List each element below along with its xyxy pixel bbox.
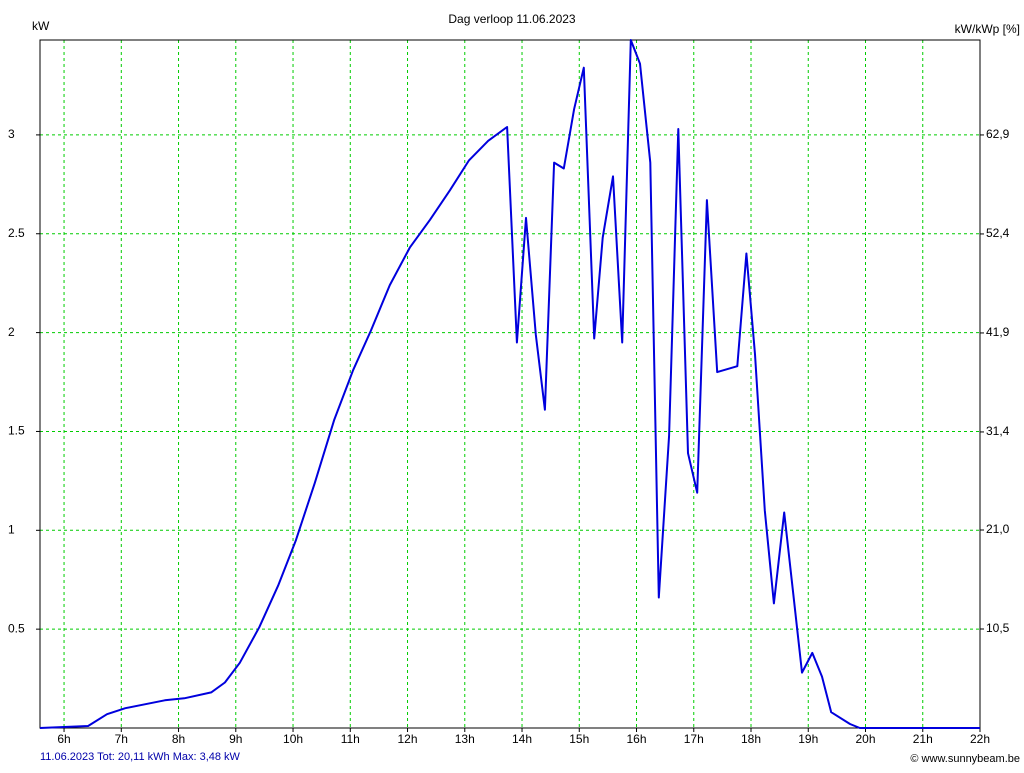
y2-tick-label: 52,4 — [986, 226, 1010, 240]
y-tick-label: 2 — [8, 325, 15, 339]
y2-tick-label: 10,5 — [986, 621, 1010, 635]
x-tick-label: 16h — [627, 732, 647, 746]
x-tick-label: 13h — [455, 732, 475, 746]
x-tick-label: 10h — [283, 732, 303, 746]
y-tick-label: 0.5 — [8, 621, 25, 635]
x-tick-label: 11h — [341, 732, 360, 746]
y2-tick-label: 62,9 — [986, 127, 1010, 141]
y2-axis-label: kW/kWp [%] — [955, 22, 1020, 36]
x-tick-label: 17h — [684, 732, 704, 746]
y-tick-label: 1 — [8, 522, 15, 536]
y-tick-label: 1.5 — [8, 424, 25, 438]
x-tick-label: 20h — [855, 732, 875, 746]
y2-tick-label: 21,0 — [986, 522, 1010, 536]
x-tick-label: 6h — [57, 732, 70, 746]
y2-tick-label: 41,9 — [986, 325, 1010, 339]
footer-right: © www.sunnybeam.be — [910, 753, 1020, 765]
x-tick-label: 9h — [229, 732, 242, 746]
plot-frame — [39, 39, 981, 729]
data-line — [39, 39, 980, 729]
y-tick-label: 3 — [8, 127, 15, 141]
y-tick-label: 2.5 — [8, 226, 25, 240]
x-tick-label: 21h — [913, 732, 933, 746]
x-tick-label: 19h — [798, 732, 818, 746]
x-tick-label: 14h — [512, 732, 532, 746]
x-tick-label: 8h — [172, 732, 185, 746]
x-tick-label: 7h — [115, 732, 128, 746]
x-tick-label: 22h — [970, 732, 990, 746]
x-tick-label: 12h — [398, 732, 418, 746]
footer-left: 11.06.2023 Tot: 20,11 kWh Max: 3,48 kW — [40, 751, 241, 763]
x-tick-label: 18h — [741, 732, 761, 746]
chart-title: Dag verloop 11.06.2023 — [448, 12, 576, 26]
x-tick-label: 15h — [569, 732, 589, 746]
y-axis-label: kW — [32, 19, 50, 33]
y2-tick-label: 31,4 — [986, 424, 1010, 438]
